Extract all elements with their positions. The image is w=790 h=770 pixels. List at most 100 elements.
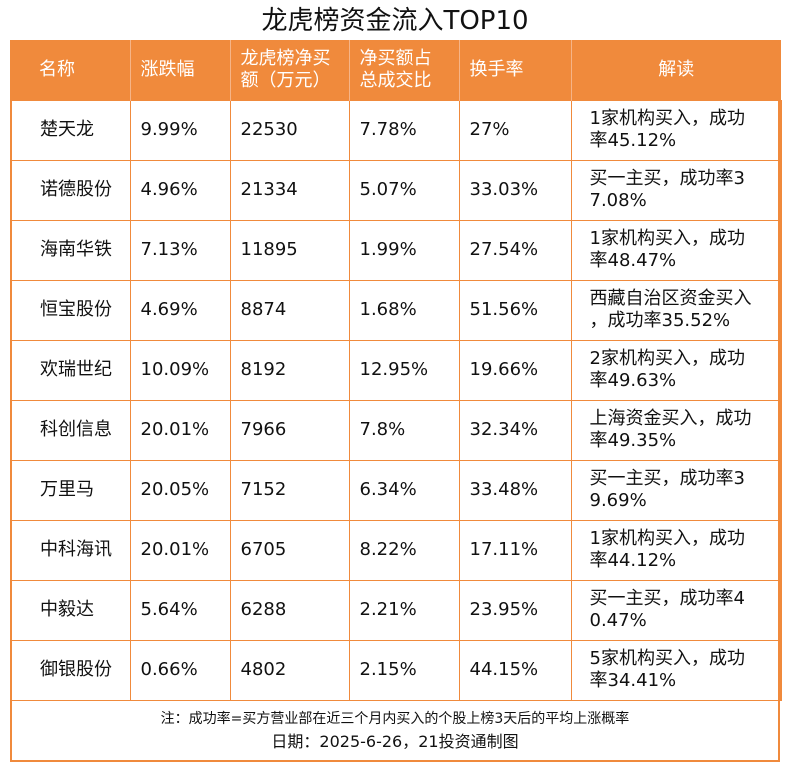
cell-net-buy: 21334 [229,159,350,221]
cell-interpret-line2: 率44.12% [589,550,677,571]
cell-interpret: 1家机构买入，成功 率44.12% [570,519,782,581]
header-net-buy-line1: 龙虎榜净买 [240,47,331,69]
cell-turnover: 27% [458,99,572,161]
table-row: 御银股份 0.66% 4802 2.15% 44.15% 5家机构买入，成功 率34.41% [10,639,782,701]
cell-name: 万里马 [10,459,131,521]
cell-interpret-line2: 率49.63% [589,370,677,391]
cell-change: 7.13% [129,219,231,281]
cell-interpret-line2: 率34.41% [589,670,677,691]
cell-ratio: 1.68% [348,279,460,341]
cell-ratio: 5.07% [348,159,460,221]
cell-interpret-line1: 5家机构买入，成功 [589,648,745,669]
cell-ratio: 8.22% [348,519,460,581]
cell-change: 20.01% [129,399,231,461]
table-row: 科创信息 20.01% 7966 7.8% 32.34% 上海资金买入，成功 率49.35% [10,399,782,461]
cell-change: 10.09% [129,339,231,401]
header-row: 名称 涨跌幅 龙虎榜净买 额（万元） 净买额占 总成交比 换手率 解读 [11,40,781,100]
cell-interpret-line1: 上海资金买入，成功 [589,408,752,429]
cell-interpret: 1家机构买入，成功 率45.12% [570,99,782,161]
cell-ratio: 2.21% [348,579,460,641]
cell-name: 御银股份 [10,639,131,701]
cell-ratio: 7.8% [348,399,460,461]
cell-net-buy: 4802 [229,639,350,701]
table-row: 诺德股份 4.96% 21334 5.07% 33.03% 买一主买，成功率3 7.08% [10,159,782,221]
table-row: 楚天龙 9.99% 22530 7.78% 27% 1家机构买入，成功 率45.12% [10,99,782,161]
cell-turnover: 17.11% [458,519,572,581]
cell-name: 海南华铁 [10,219,131,281]
cell-interpret-line1: 1家机构买入，成功 [589,228,745,249]
cell-turnover: 33.48% [458,459,572,521]
cell-net-buy: 6288 [229,579,350,641]
cell-interpret: 5家机构买入，成功 率34.41% [570,639,782,701]
cell-ratio: 7.78% [348,99,460,161]
table-row: 中毅达 5.64% 6288 2.21% 23.95% 买一主买，成功率4 0.47% [10,579,782,641]
cell-net-buy: 6705 [229,519,350,581]
cell-interpret-line2: 9.69% [589,490,647,511]
cell-interpret-line1: 1家机构买入，成功 [589,528,745,549]
cell-interpret: 2家机构买入，成功 率49.63% [570,339,782,401]
cell-interpret: 上海资金买入，成功 率49.35% [570,399,782,461]
cell-change: 20.05% [129,459,231,521]
cell-name: 中科海讯 [10,519,131,581]
cell-interpret: 买一主买，成功率3 7.08% [570,159,782,221]
cell-ratio: 2.15% [348,639,460,701]
cell-change: 4.96% [129,159,231,221]
header-ratio-line2: 总成交比 [359,69,432,91]
data-table: 名称 涨跌幅 龙虎榜净买 额（万元） 净买额占 总成交比 换手率 解读 楚天龙 9.9… [10,40,782,701]
cell-interpret: 买一主买，成功率3 9.69% [570,459,782,521]
header-ratio: 净买额占 总成交比 [348,40,459,100]
cell-name: 楚天龙 [10,99,131,161]
footnote: 注：成功率=买方营业部在近三个月内买入的个股上榜3天后的平均上涨概率 [160,711,630,727]
cell-net-buy: 11895 [229,219,350,281]
header-change: 涨跌幅 [129,40,230,100]
table-row: 欢瑞世纪 10.09% 8192 12.95% 19.66% 2家机构买入，成功 率49.6… [10,339,782,401]
header-ratio-line1: 净买额占 [359,47,432,69]
cell-name: 科创信息 [10,399,131,461]
header-interpret: 解读 [570,40,781,100]
cell-turnover: 32.34% [458,399,572,461]
page-title: 龙虎榜资金流入TOP10 [261,6,529,36]
cell-change: 9.99% [129,99,231,161]
cell-net-buy: 7966 [229,399,350,461]
cell-net-buy: 8874 [229,279,350,341]
cell-turnover: 27.54% [458,219,572,281]
cell-interpret-line1: 西藏自治区资金买入 [589,288,752,309]
cell-interpret-line2: 率49.35% [589,430,677,451]
cell-ratio: 12.95% [348,339,460,401]
cell-interpret-line1: 买一主买，成功率4 [589,588,745,609]
cell-net-buy: 8192 [229,339,350,401]
header-name: 名称 [39,58,75,80]
header-turnover: 换手率 [458,40,571,100]
cell-interpret: 西藏自治区资金买入 ，成功率35.52% [570,279,782,341]
table-row: 中科海讯 20.01% 6705 8.22% 17.11% 1家机构买入，成功 率44.12… [10,519,782,581]
header-net-buy: 龙虎榜净买 额（万元） [229,40,349,100]
cell-net-buy: 22530 [229,99,350,161]
cell-name: 诺德股份 [10,159,131,221]
cell-name: 恒宝股份 [10,279,131,341]
cell-interpret-line2: ，成功率35.52% [589,310,731,331]
cell-interpret-line1: 买一主买，成功率3 [589,168,745,189]
cell-ratio: 1.99% [348,219,460,281]
cell-ratio: 6.34% [348,459,460,521]
table-row: 万里马 20.05% 7152 6.34% 33.48% 买一主买，成功率3 9.69% [10,459,782,521]
cell-change: 5.64% [129,579,231,641]
cell-interpret-line2: 7.08% [589,190,647,211]
cell-turnover: 23.95% [458,579,572,641]
cell-interpret-line2: 率48.47% [589,250,677,271]
cell-interpret-line1: 买一主买，成功率3 [589,468,745,489]
cell-turnover: 19.66% [458,339,572,401]
date-credit: 日期：2025-6-26，21投资通制图 [271,732,519,751]
cell-interpret-line2: 率45.12% [589,130,677,151]
cell-interpret: 买一主买，成功率4 0.47% [570,579,782,641]
cell-turnover: 51.56% [458,279,572,341]
cell-name: 中毅达 [10,579,131,641]
cell-name: 欢瑞世纪 [10,339,131,401]
table-row: 恒宝股份 4.69% 8874 1.68% 51.56% 西藏自治区资金买入 ，成功率35.… [10,279,782,341]
cell-net-buy: 7152 [229,459,350,521]
table-row: 海南华铁 7.13% 11895 1.99% 27.54% 1家机构买入，成功 率48.47… [10,219,782,281]
cell-change: 20.01% [129,519,231,581]
cell-interpret-line1: 1家机构买入，成功 [589,108,745,129]
cell-change: 4.69% [129,279,231,341]
header-net-buy-line2: 额（万元） [240,69,331,91]
cell-interpret-line2: 0.47% [589,610,647,631]
